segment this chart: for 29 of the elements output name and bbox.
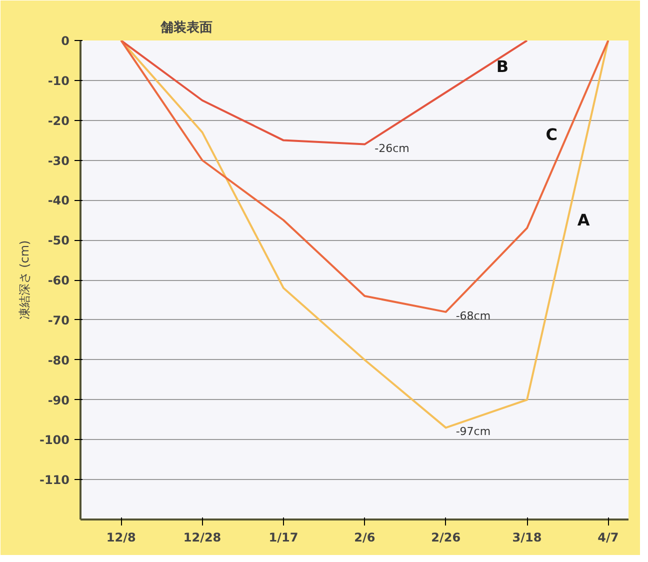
series-label: C <box>546 124 558 144</box>
y-tick-label: -60 <box>48 274 70 288</box>
y-axis-title: 凍結深さ (cm) <box>17 240 32 320</box>
y-tick-label: -30 <box>48 154 70 168</box>
y-tick-label: -70 <box>48 313 70 328</box>
y-tick-label: -10 <box>48 74 70 88</box>
x-tick-label: 4/7 <box>598 530 619 544</box>
line-series <box>120 40 528 146</box>
annotation: -97cm <box>456 425 491 438</box>
y-tick-label: 0 <box>61 34 70 48</box>
y-tick-label: -80 <box>48 353 70 368</box>
x-tick-label: 12/8 <box>106 530 136 544</box>
y-tick-label: -40 <box>48 194 70 208</box>
line-series <box>120 40 610 313</box>
y-tick-label: -100 <box>39 433 70 448</box>
annotation: -68cm <box>456 309 491 322</box>
x-tick-label: 2/26 <box>431 530 461 544</box>
chart-title: 舗装表面 <box>160 20 212 36</box>
x-tick-label: 2/6 <box>354 530 376 544</box>
annotation: -26cm <box>374 142 410 155</box>
y-tick-label: -90 <box>48 393 70 408</box>
y-tick-label: -110 <box>39 473 70 488</box>
series-label: A <box>577 210 590 230</box>
x-tick-label: 12/28 <box>183 530 222 544</box>
y-tick-label: -20 <box>48 114 70 128</box>
x-tick-label: 1/17 <box>268 530 298 544</box>
x-tick-label: 3/18 <box>512 530 542 544</box>
series-label: B <box>496 56 509 76</box>
y-tick-label: -50 <box>48 234 70 248</box>
